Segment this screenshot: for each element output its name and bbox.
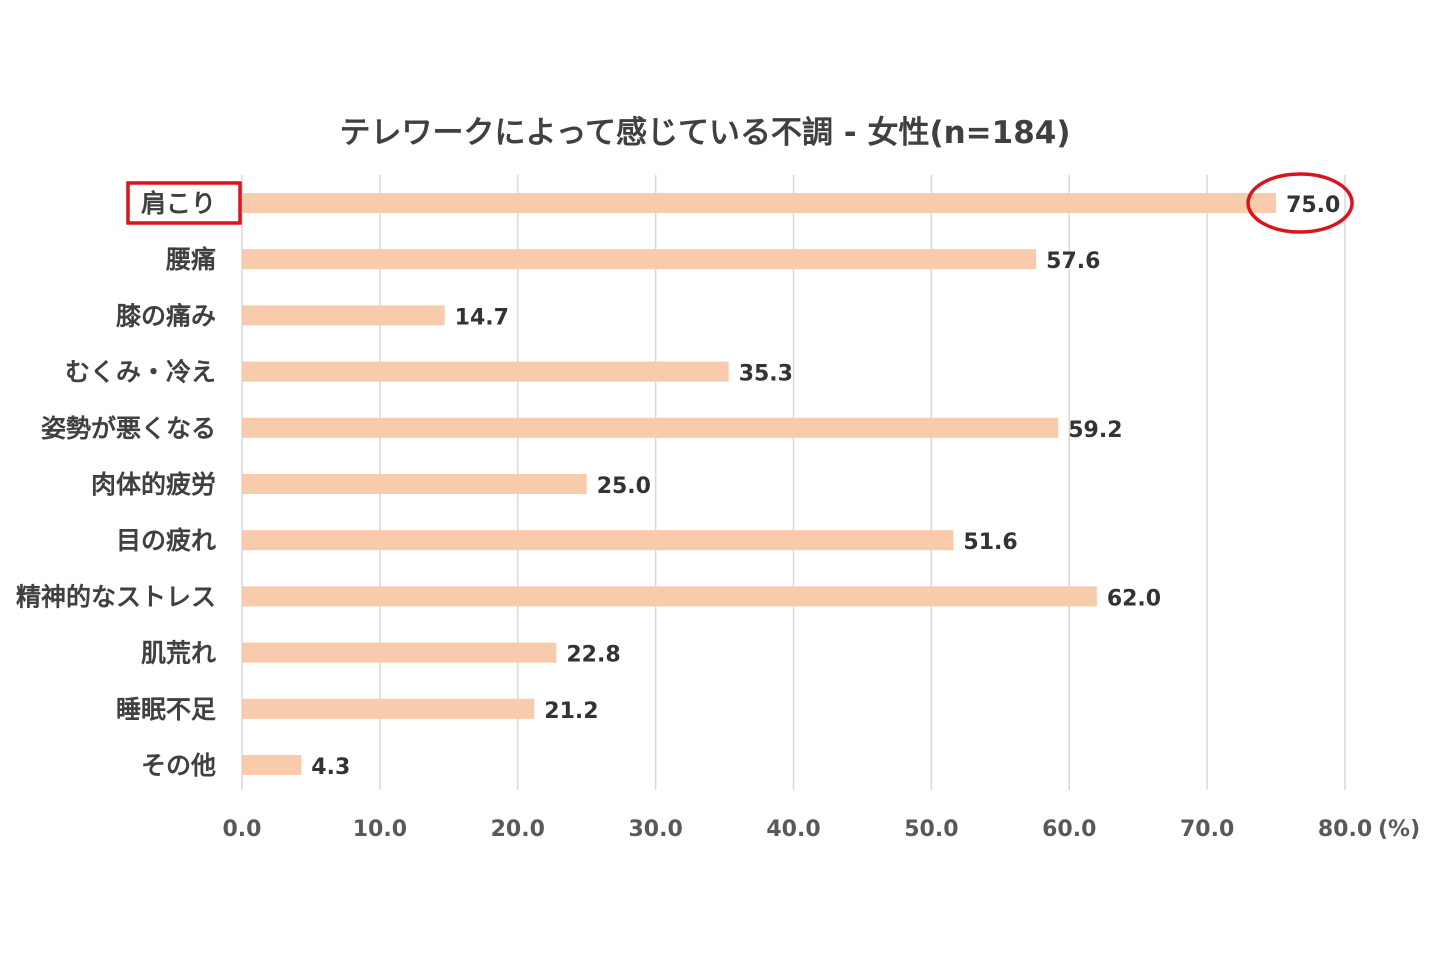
bar bbox=[242, 586, 1097, 607]
highlight-layer bbox=[126, 172, 1354, 234]
value-label: 4.3 bbox=[311, 755, 350, 780]
tick-layer: 0.0 10.0 20.0 30.0 40.0 50.0 60.0 70.0 80.0 (%) bbox=[223, 817, 1421, 842]
value-label: 35.3 bbox=[739, 362, 793, 387]
value-label: 59.2 bbox=[1068, 418, 1122, 443]
bar bbox=[242, 305, 445, 326]
highlight-box bbox=[126, 181, 242, 225]
x-tick-label: 70.0 bbox=[1180, 817, 1234, 842]
x-tick-label: 80.0 bbox=[1318, 817, 1372, 842]
category-label: 肉体的疲労 bbox=[91, 470, 216, 499]
value-label: 57.6 bbox=[1046, 249, 1100, 274]
bar bbox=[242, 642, 557, 663]
category-label: 精神的なストレス bbox=[16, 582, 216, 611]
label-layer: 肩こり 75.0 腰痛 57.6 膝の痛み 14.7 むくみ・冷え 35.3 姿勢が悪くなる 59… bbox=[16, 189, 1340, 780]
x-tick-label: 40.0 bbox=[766, 817, 820, 842]
bar bbox=[242, 417, 1059, 438]
bar bbox=[242, 474, 587, 494]
bar bbox=[242, 698, 535, 719]
value-label: 22.8 bbox=[566, 643, 620, 668]
bar bbox=[242, 193, 1277, 213]
category-label: 姿勢が悪くなる bbox=[41, 414, 216, 443]
category-label: 膝の痛み bbox=[116, 301, 216, 330]
x-unit-label: (%) bbox=[1378, 817, 1420, 842]
value-label: 62.0 bbox=[1107, 586, 1161, 611]
bar bbox=[242, 530, 954, 551]
grid-layer bbox=[241, 175, 1346, 790]
category-label: 睡眠不足 bbox=[116, 695, 216, 724]
value-label: 21.2 bbox=[544, 699, 598, 724]
bar bbox=[242, 755, 302, 775]
x-tick-label: 30.0 bbox=[628, 817, 682, 842]
category-label: 肩こり bbox=[141, 189, 216, 218]
value-label: 25.0 bbox=[597, 474, 651, 499]
x-tick-label: 50.0 bbox=[904, 817, 958, 842]
x-tick-label: 20.0 bbox=[491, 817, 545, 842]
highlight-circle bbox=[1246, 172, 1354, 234]
category-label: その他 bbox=[141, 751, 216, 780]
category-label: 腰痛 bbox=[165, 245, 216, 274]
bar-layer bbox=[242, 193, 1277, 775]
bar bbox=[242, 249, 1037, 270]
value-label: 75.0 bbox=[1286, 193, 1340, 218]
bar bbox=[242, 361, 729, 382]
value-label: 14.7 bbox=[455, 305, 509, 330]
category-label: 肌荒れ bbox=[141, 639, 216, 668]
category-label: 目の疲れ bbox=[116, 526, 216, 555]
x-tick-label: 60.0 bbox=[1042, 817, 1096, 842]
x-tick-label: 0.0 bbox=[223, 817, 262, 842]
chart-title: テレワークによって感じている不調 - 女性(n=184) bbox=[339, 115, 1070, 151]
value-label: 51.6 bbox=[963, 530, 1017, 555]
category-label: むくみ・冷え bbox=[65, 358, 216, 387]
x-tick-label: 10.0 bbox=[353, 817, 407, 842]
